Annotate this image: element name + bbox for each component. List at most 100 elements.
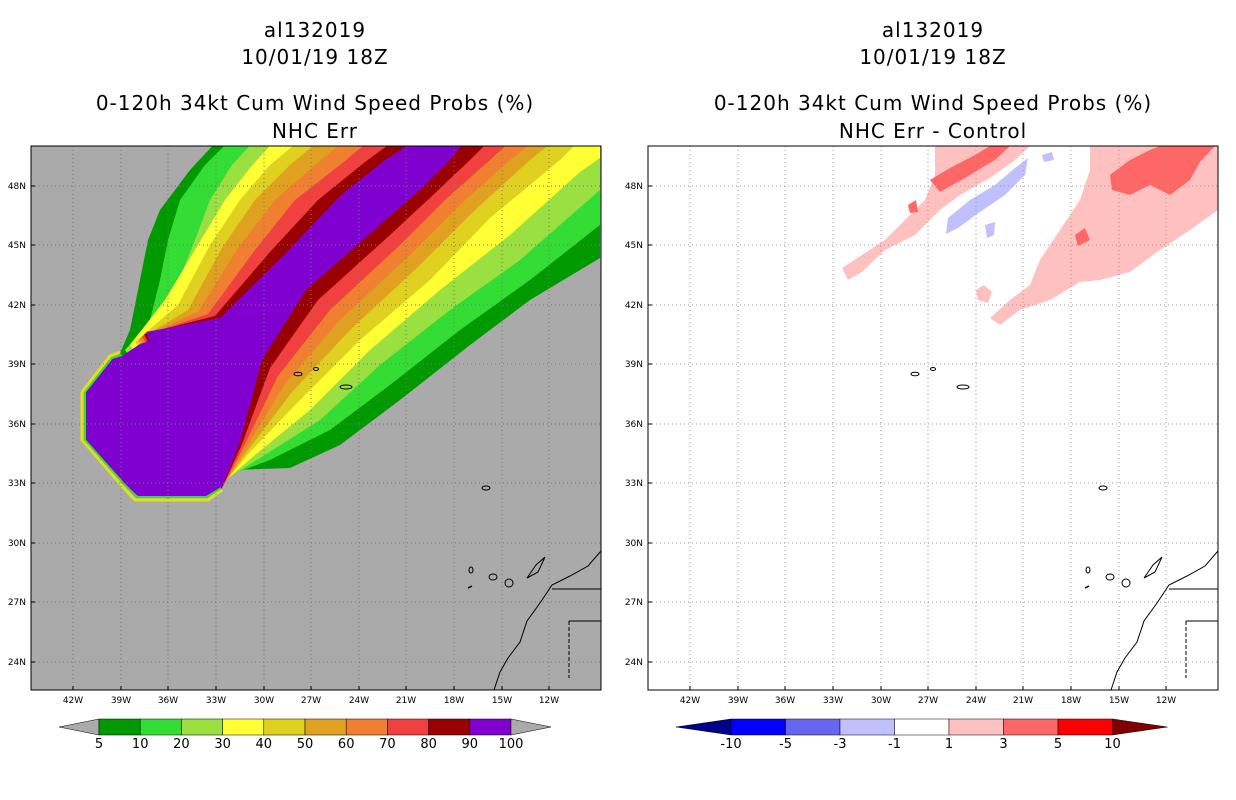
colorbar-label: 20 (173, 737, 190, 752)
lat-tick-label: 45N (625, 241, 643, 251)
left-map-frame (30, 145, 602, 691)
lat-tick-label: 39N (625, 360, 643, 370)
lon-tick-label: 30W (871, 696, 891, 706)
lon-tick-label: 36W (775, 696, 795, 706)
colorbar-label: 60 (338, 737, 355, 752)
colorbar-box (98, 718, 141, 736)
right-axis-labels: 48N 45N 42N 39N 36N 33N 30N 27N 24N 42W 39W 36W 33W 3… (625, 182, 1176, 706)
colorbar-box (1003, 718, 1059, 736)
diff-pos-3-5-west (930, 146, 1010, 192)
diff-neg-1-3-speck-a (1042, 152, 1054, 162)
lon-tick-label: 39W (111, 696, 131, 706)
colorbar-over-arrow (510, 718, 552, 736)
left-gridlines (31, 146, 601, 690)
colorbar-label: 3 (999, 737, 1007, 752)
right-map-frame (647, 145, 1219, 691)
lat-tick-label: 45N (8, 241, 26, 251)
colorbar-label: 90 (462, 737, 479, 752)
lon-tick-label: 21W (1013, 696, 1033, 706)
colorbar-box (181, 718, 223, 736)
lat-tick-label: 24N (8, 658, 26, 668)
lat-tick-label: 27N (625, 598, 643, 608)
lon-tick-label: 21W (396, 696, 416, 706)
diff-pos-3-5-speck-b (1075, 228, 1090, 246)
colorbar-box (387, 718, 429, 736)
colorbar-label: 40 (256, 737, 273, 752)
left-product-title: 0-120h 34kt Cum Wind Speed Probs (%) (95, 91, 535, 115)
diff-pos-1-3-east (990, 146, 1218, 325)
colorbar-label: -10 (720, 737, 741, 752)
lon-tick-label: 33W (206, 696, 226, 706)
lat-tick-label: 42N (8, 301, 26, 311)
right-storm-id: al132019 (881, 18, 985, 42)
colorbar-box (839, 718, 895, 736)
lat-tick-label: 30N (625, 539, 643, 549)
lon-tick-label: 36W (158, 696, 178, 706)
lon-tick-label: 18W (444, 696, 464, 706)
lat-tick-label: 48N (625, 182, 643, 192)
colorbar-over-arrow (1112, 718, 1168, 736)
lon-tick-label: 27W (918, 696, 938, 706)
lat-tick-label: 42N (625, 301, 643, 311)
lat-tick-label: 48N (8, 182, 26, 192)
left-subtitle: NHC Err (271, 119, 359, 143)
diff-pos-1-3-west (842, 146, 1030, 280)
right-difference-field (842, 146, 1218, 325)
colorbar-label: 5 (1054, 737, 1062, 752)
colorbar-box (1057, 718, 1113, 736)
right-map (648, 146, 1218, 690)
colorbar-under-arrow (675, 718, 732, 736)
lat-tick-label: 24N (625, 658, 643, 668)
lon-tick-label: 12W (1156, 696, 1176, 706)
colorbar-label: 1 (945, 737, 953, 752)
colorbar-label: 70 (379, 737, 396, 752)
lon-tick-label: 24W (966, 696, 986, 706)
colorbar-box (345, 718, 388, 736)
colorbar-box (139, 718, 182, 736)
colorbar-box (785, 718, 841, 736)
colorbar-box (263, 718, 306, 736)
colorbar-box (469, 718, 512, 736)
lat-tick-label: 27N (8, 598, 26, 608)
colorbar-label: 50 (297, 737, 314, 752)
diff-neg-1-3-band (946, 158, 1028, 234)
diff-pos-3-5-speck-a (908, 200, 918, 213)
colorbar-box (222, 718, 265, 736)
lon-tick-label: 42W (680, 696, 700, 706)
colorbar-label: -3 (834, 737, 847, 752)
lon-tick-label: 27W (301, 696, 321, 706)
lat-tick-label: 39N (8, 360, 26, 370)
lon-tick-label: 15W (492, 696, 512, 706)
colorbar-box (894, 718, 950, 736)
lat-tick-label: 33N (625, 479, 643, 489)
right-subtitle: NHC Err - Control (838, 119, 1028, 143)
lon-tick-label: 18W (1061, 696, 1081, 706)
right-datetime: 10/01/19 18Z (859, 45, 1007, 69)
colorbar-label: 80 (420, 737, 437, 752)
lon-tick-label: 24W (349, 696, 369, 706)
lon-tick-label: 15W (1109, 696, 1129, 706)
lon-tick-label: 30W (254, 696, 274, 706)
right-gridlines (648, 146, 1218, 690)
left-colorbar: 5 10 20 30 40 50 60 70 80 90 100 (58, 718, 552, 752)
lat-tick-label: 36N (8, 420, 26, 430)
colorbar-under-arrow (58, 718, 100, 736)
diff-neg-1-3-speck-b (985, 222, 995, 238)
lon-tick-label: 39W (728, 696, 748, 706)
left-probability-field (80, 146, 600, 502)
diff-pos-1-3-speck (976, 285, 992, 303)
band-edge (80, 350, 223, 502)
lon-tick-label: 12W (539, 696, 559, 706)
colorbar-box (428, 718, 471, 736)
lon-tick-label: 42W (63, 696, 83, 706)
left-map (31, 146, 601, 690)
colorbar-label: 30 (214, 737, 231, 752)
colorbar-label: 10 (1104, 737, 1121, 752)
left-storm-id: al132019 (263, 18, 367, 42)
colorbar-label: 10 (132, 737, 149, 752)
band-100 (86, 146, 456, 496)
colorbar-label: -5 (779, 737, 792, 752)
right-product-title: 0-120h 34kt Cum Wind Speed Probs (%) (713, 91, 1153, 115)
right-colorbar: -10 -5 -3 -1 1 3 5 10 (675, 718, 1168, 752)
colorbar-label: 100 (499, 737, 524, 752)
